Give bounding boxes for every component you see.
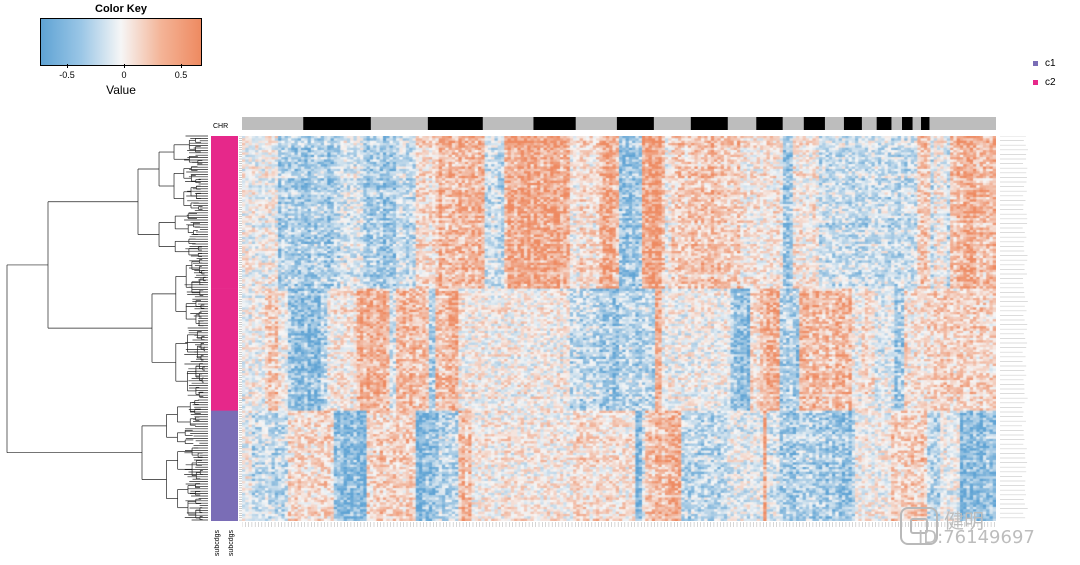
- chromosome-segment: [533, 117, 577, 130]
- watermark-logo-icon: [900, 507, 938, 545]
- chromosome-segment: [876, 117, 892, 130]
- chromosome-bar: [242, 117, 996, 130]
- color-key-tick: [181, 64, 182, 68]
- chromosome-segment: [427, 117, 484, 130]
- chromosome-segment: [303, 117, 372, 130]
- color-key-gradient: [40, 18, 202, 66]
- legend-item-c2: c2: [1033, 77, 1056, 88]
- chromosome-segment: [824, 117, 845, 130]
- watermark-id: ID:76149697: [918, 527, 1035, 548]
- chromosome-segment: [912, 117, 922, 130]
- row-dendrogram: [6, 135, 208, 521]
- cluster-side-bar: [211, 136, 238, 521]
- color-key-tick-label: 0.5: [174, 70, 188, 80]
- legend-label-c1: c1: [1045, 58, 1056, 69]
- column-labels: [242, 522, 995, 527]
- side-annotation-label: subcdgs: [228, 530, 235, 557]
- watermark-name: 健明: [944, 509, 984, 533]
- chromosome-segment: [929, 117, 996, 130]
- chromosome-segment: [482, 117, 534, 130]
- chromosome-segment: [756, 117, 783, 130]
- color-key-tick-label: -0.5: [59, 70, 75, 80]
- chromosome-segment: [653, 117, 692, 130]
- chr-label: CHR: [213, 123, 229, 130]
- row-labels: [1000, 136, 1028, 519]
- heatmap-grid: [242, 136, 996, 521]
- color-key-tick: [67, 64, 68, 68]
- chromosome-segment: [370, 117, 429, 130]
- chromosome-segment: [843, 117, 863, 130]
- legend-label-c2: c2: [1045, 77, 1056, 88]
- chromosome-segment: [921, 117, 930, 130]
- chromosome-segment: [616, 117, 655, 130]
- color-key-title: Color Key: [95, 3, 147, 15]
- chromosome-segment: [782, 117, 805, 130]
- color-key-tick-label: 0: [121, 70, 127, 80]
- chromosome-segment: [861, 117, 877, 130]
- legend-item-c1: c1: [1033, 58, 1056, 69]
- chromosome-segment: [575, 117, 618, 130]
- chromosome-segment: [902, 117, 913, 130]
- color-key-value-label: Value: [106, 83, 136, 97]
- cluster-segment-c2: [211, 136, 238, 289]
- cluster-segment-c1: [211, 410, 238, 521]
- chromosome-segment: [891, 117, 903, 130]
- chromosome-segment: [690, 117, 729, 130]
- side-annotation-label: subcdgs: [214, 530, 221, 557]
- legend-swatch-c2: [1033, 80, 1038, 85]
- color-key-tick: [124, 64, 125, 68]
- chromosome-segment: [727, 117, 757, 130]
- legend-swatch-c1: [1033, 61, 1038, 66]
- row-tick-marks: [239, 136, 242, 521]
- chromosome-segment: [803, 117, 826, 130]
- chromosome-segment: [242, 117, 304, 130]
- cluster-segment-c2: [211, 288, 238, 411]
